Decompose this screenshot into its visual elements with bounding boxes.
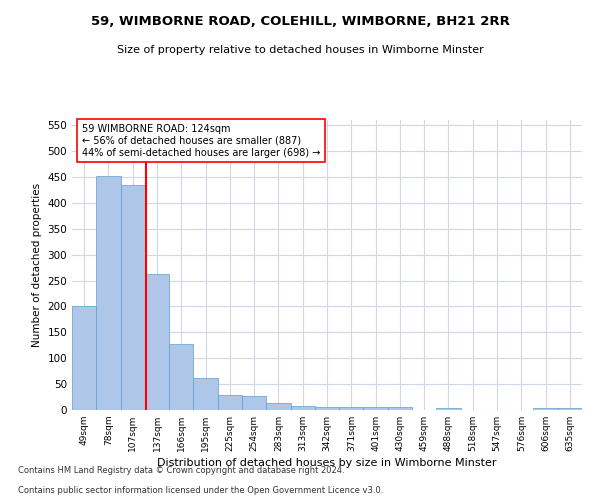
Text: Contains public sector information licensed under the Open Government Licence v3: Contains public sector information licen… (18, 486, 383, 495)
Bar (290, 406, 315, 410)
Bar (193, 378, 218, 410)
Bar (315, 408, 339, 410)
Bar (72, 306, 96, 410)
Bar (388, 407, 412, 410)
Bar (242, 396, 266, 410)
Text: 59, WIMBORNE ROAD, COLEHILL, WIMBORNE, BH21 2RR: 59, WIMBORNE ROAD, COLEHILL, WIMBORNE, B… (91, 15, 509, 28)
Bar (145, 274, 169, 410)
Bar (533, 408, 558, 410)
X-axis label: Distribution of detached houses by size in Wimborne Minster: Distribution of detached houses by size … (157, 458, 497, 468)
Bar (558, 408, 582, 410)
Bar (169, 344, 193, 410)
Bar (364, 408, 388, 410)
Text: 59 WIMBORNE ROAD: 124sqm
← 56% of detached houses are smaller (887)
44% of semi-: 59 WIMBORNE ROAD: 124sqm ← 56% of detach… (82, 124, 320, 158)
Text: Size of property relative to detached houses in Wimborne Minster: Size of property relative to detached ho… (116, 45, 484, 55)
Text: Contains HM Land Registry data © Crown copyright and database right 2024.: Contains HM Land Registry data © Crown c… (18, 466, 344, 475)
Bar (218, 395, 242, 410)
Y-axis label: Number of detached properties: Number of detached properties (32, 183, 42, 347)
Bar (266, 404, 290, 410)
Bar (96, 176, 121, 410)
Bar (121, 184, 145, 410)
Bar (436, 408, 461, 410)
Bar (339, 408, 364, 410)
